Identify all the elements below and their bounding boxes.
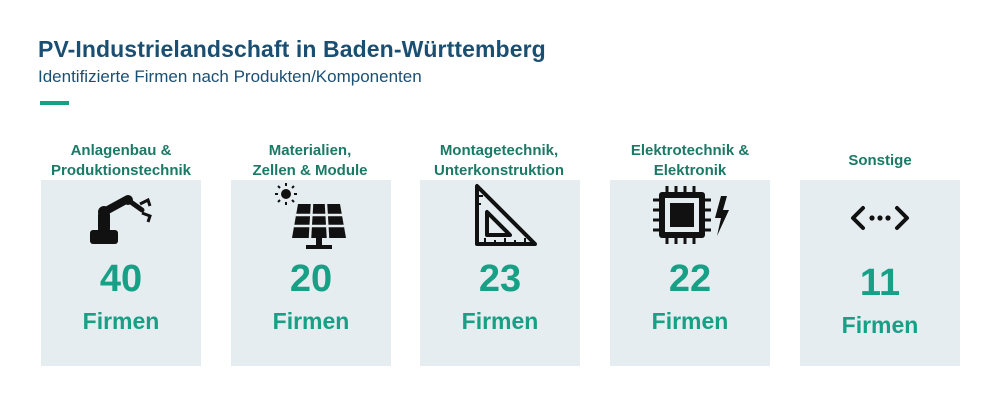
firm-unit: Firmen bbox=[272, 308, 350, 334]
category-card-anlagenbau: 40 Firmen bbox=[41, 180, 201, 366]
category-card-materialien: 20 Firmen bbox=[231, 180, 391, 366]
category-card-elektrotechnik: 22 Firmen bbox=[610, 180, 770, 366]
firm-unit: Firmen bbox=[841, 312, 919, 338]
firm-unit: Firmen bbox=[461, 308, 539, 334]
category-label-elektrotechnik: Elektrotechnik & Elektronik bbox=[630, 142, 750, 179]
solar-panel-icon bbox=[231, 180, 391, 252]
category-label-anlagenbau: Anlagenbau & Produktionstechnik bbox=[50, 142, 192, 179]
robot-arm-icon bbox=[41, 180, 201, 252]
category-label-materialien: Materialien, Zellen & Module bbox=[252, 142, 368, 179]
page-title: PV-Industrielandschaft in Baden-Württemb… bbox=[38, 36, 546, 62]
category-label-sonstige: Sonstige bbox=[848, 152, 912, 169]
category-card-montagetechnik: 23 Firmen bbox=[420, 180, 580, 366]
set-square-icon bbox=[420, 180, 580, 252]
firm-unit: Firmen bbox=[651, 308, 729, 334]
category-label-montagetechnik: Montagetechnik, Unterkonstruktion bbox=[433, 142, 564, 179]
firm-count: 22 bbox=[668, 258, 712, 300]
more-arrows-icon bbox=[800, 180, 960, 252]
firm-count: 11 bbox=[859, 262, 901, 304]
chip-icon bbox=[610, 180, 770, 252]
page-subtitle: Identifizierte Firmen nach Produkten/Kom… bbox=[38, 67, 422, 86]
firm-count: 23 bbox=[478, 258, 522, 300]
firm-count: 20 bbox=[289, 258, 333, 300]
firm-unit: Firmen bbox=[82, 308, 160, 334]
firm-count: 40 bbox=[99, 258, 143, 300]
accent-divider bbox=[40, 101, 69, 105]
category-card-sonstige: 11 Firmen bbox=[800, 180, 960, 366]
